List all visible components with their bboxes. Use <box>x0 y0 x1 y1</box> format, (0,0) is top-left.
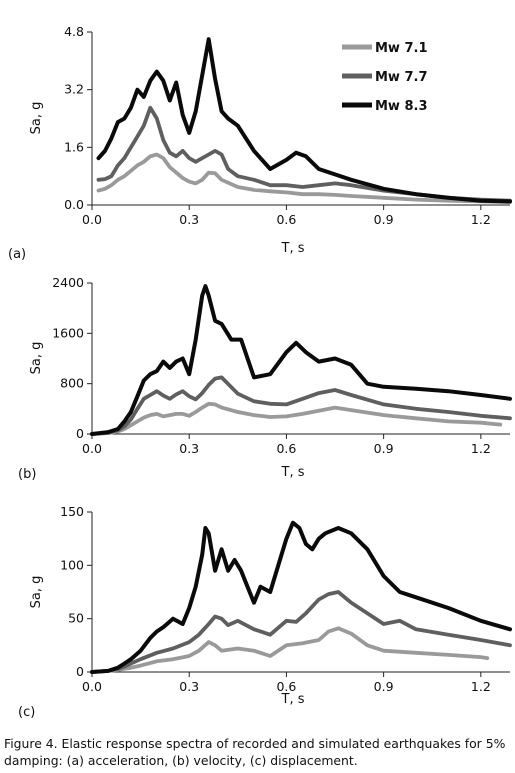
series-line-mw-7-7 <box>90 590 512 674</box>
y-tick-label: 1.6 <box>64 139 84 154</box>
figure-caption: Figure 4. Elastic response spectra of re… <box>4 736 506 768</box>
panel-label: (a) <box>8 247 26 262</box>
y-axis-label: Sa, g <box>29 102 44 135</box>
x-tick-label: 0.0 <box>82 441 102 456</box>
x-tick-label: 0.0 <box>82 679 102 694</box>
panel-a: 0.0 1.6 3.2 4.8 0.0 0.3 0.6 0.9 1.2 T, s Sa, g (a) M… <box>8 24 512 262</box>
series-line-mw-7-7 <box>96 105 512 203</box>
x-axis-label: T, s <box>281 465 305 480</box>
y-tick-label: 3.2 <box>64 82 84 97</box>
x-tick-label: 0.0 <box>82 212 102 227</box>
panel-label: (b) <box>18 467 36 482</box>
y-axis-label: Sa, g <box>29 576 44 609</box>
x-tick-label: 0.9 <box>374 679 394 694</box>
y-tick-label: 150 <box>60 504 84 519</box>
y-tick-label: 0 <box>76 664 84 679</box>
x-tick-label: 0.6 <box>276 679 296 694</box>
figure-panels: 0.0 1.6 3.2 4.8 0.0 0.3 0.6 0.9 1.2 T, s Sa, g (a) M… <box>8 24 512 720</box>
x-tick-label: 1.2 <box>471 212 491 227</box>
series-line-mw-8-3 <box>96 37 512 204</box>
x-tick-label: 1.2 <box>471 441 491 456</box>
legend-label: Mw 8.3 <box>375 99 428 114</box>
panel-label: (c) <box>18 705 35 720</box>
y-axis-label: Sa, g <box>29 342 44 375</box>
y-tick-label: 100 <box>60 557 84 572</box>
y-tick-label: 0 <box>76 426 84 441</box>
x-tick-label: 0.3 <box>179 441 199 456</box>
panel-c: 0 50 100 150 0.0 0.3 0.6 0.9 1.2 T, s Sa, g (c) <box>18 504 512 720</box>
y-tick-label: 800 <box>60 376 84 391</box>
x-tick-label: 0.6 <box>276 212 296 227</box>
series-line-mw-7-1 <box>96 152 512 205</box>
series-line-mw-7-1 <box>90 626 490 674</box>
legend: Mw 7.1 Mw 7.7 Mw 8.3 <box>342 41 428 114</box>
legend-label: Mw 7.1 <box>375 41 428 56</box>
series-line-mw-8-3 <box>90 284 512 436</box>
legend-label: Mw 7.7 <box>375 70 428 85</box>
y-tick-label: 2400 <box>52 275 84 290</box>
x-tick-label: 0.3 <box>179 679 199 694</box>
x-tick-label: 1.2 <box>471 679 491 694</box>
x-axis-label: T, s <box>281 692 305 707</box>
x-tick-label: 0.9 <box>374 212 394 227</box>
x-tick-label: 0.3 <box>179 212 199 227</box>
series-line-mw-8-3 <box>90 520 512 674</box>
y-tick-label: 4.8 <box>64 24 84 39</box>
x-tick-label: 0.6 <box>276 441 296 456</box>
panel-b: 0 800 1600 2400 0.0 0.3 0.6 0.9 1.2 T, s Sa, g (b) <box>18 275 512 482</box>
y-tick-label: 1600 <box>52 325 84 340</box>
y-tick-label: 0.0 <box>64 197 84 212</box>
y-tick-label: 50 <box>68 611 84 626</box>
series-line-mw-7-1 <box>90 401 503 436</box>
x-tick-label: 0.9 <box>374 441 394 456</box>
x-axis-label: T, s <box>281 241 305 256</box>
series-line-mw-7-7 <box>90 375 512 436</box>
